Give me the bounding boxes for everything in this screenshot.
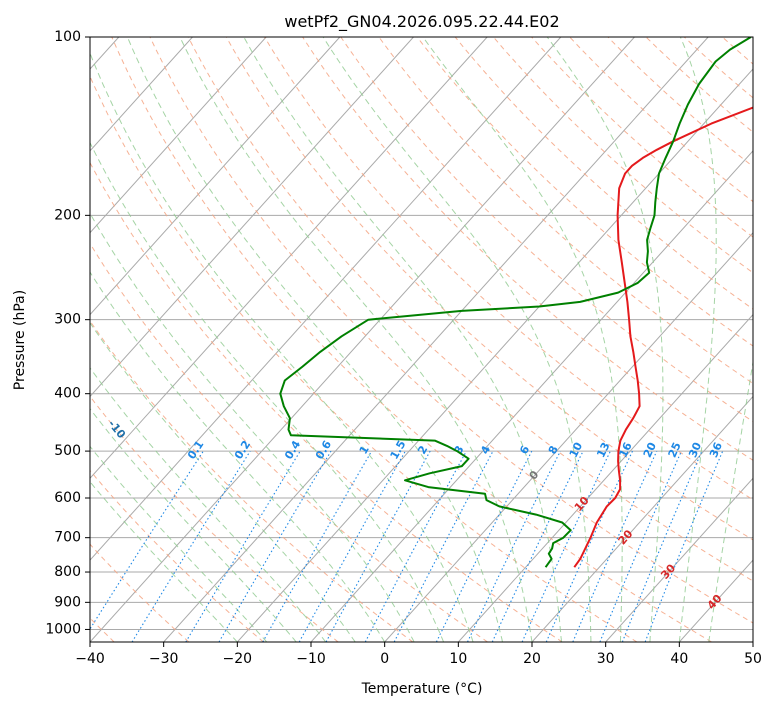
axes: −40 −30 −20 −10 0 10 20 30 40 50 100 200 300 400 500 60… bbox=[45, 29, 762, 667]
mixing-ratio-line bbox=[90, 450, 204, 630]
dry-adiabat-line bbox=[90, 242, 488, 642]
x-tick-label: 10 bbox=[449, 651, 467, 667]
moist-adiabat-line bbox=[322, 37, 592, 642]
mixing-ratio-line bbox=[599, 450, 682, 642]
moist-adiabat-line bbox=[708, 359, 753, 642]
moist-adiabat-line bbox=[90, 271, 386, 642]
temperature-profile-line bbox=[573, 106, 753, 568]
dry-adiabat-line bbox=[416, 37, 753, 347]
y-tick-label: 900 bbox=[54, 594, 81, 610]
moist-adiabat-line bbox=[90, 367, 327, 642]
mixing-ratio-label: 20 bbox=[641, 440, 659, 460]
x-tick-label: −40 bbox=[75, 651, 105, 667]
mixing-ratio-line bbox=[325, 450, 431, 642]
moist-adiabat-line bbox=[90, 212, 415, 642]
x-tick-label: −30 bbox=[149, 651, 179, 667]
isotherm-line bbox=[236, 68, 753, 642]
x-tick-label: 0 bbox=[380, 651, 389, 667]
mixing-ratio-label: 16 bbox=[617, 440, 635, 460]
isotherm-line bbox=[90, 37, 635, 642]
isotherm-line bbox=[90, 37, 193, 152]
y-tick-label: 100 bbox=[54, 29, 81, 45]
x-tick-label: −20 bbox=[223, 651, 253, 667]
dry-adiabat-line bbox=[90, 469, 264, 642]
mixing-ratio-label: 30 bbox=[686, 440, 704, 460]
y-tick-label: 400 bbox=[54, 386, 81, 402]
x-tick-label: 30 bbox=[597, 651, 615, 667]
background-lines bbox=[90, 37, 753, 642]
y-tick-label: 700 bbox=[54, 530, 81, 546]
dry-adiabat-line bbox=[90, 75, 638, 642]
moist-adiabat-line bbox=[90, 481, 238, 642]
isotherm-line bbox=[90, 37, 341, 316]
chart-title: wetPf2_GN04.2026.095.22.44.E02 bbox=[284, 12, 559, 32]
y-tick-label: 800 bbox=[54, 564, 81, 580]
moist-adiabat-line bbox=[546, 37, 664, 642]
mixing-ratio-line bbox=[298, 450, 406, 642]
mixing-ratio-label: 36 bbox=[707, 440, 725, 460]
dry-adiabat-line bbox=[149, 37, 753, 624]
isotherm-line bbox=[90, 37, 562, 561]
moist-adiabat-line bbox=[90, 445, 268, 642]
dewpoint-profile-line bbox=[279, 37, 752, 568]
x-tick-label: −10 bbox=[296, 651, 326, 667]
mixing-ratio-line bbox=[621, 450, 703, 642]
x-tick-label: 50 bbox=[744, 651, 762, 667]
mixing-ratio-label: 25 bbox=[666, 440, 684, 459]
plot-frame bbox=[89, 36, 754, 643]
moist-adiabat-line bbox=[678, 37, 717, 642]
isotherm-line bbox=[605, 477, 753, 642]
mixing-ratio-line bbox=[131, 450, 251, 642]
y-tick-label: 200 bbox=[54, 207, 81, 223]
x-axis-title: Temperature (°C) bbox=[361, 681, 483, 697]
y-tick-label: 600 bbox=[54, 490, 81, 506]
moist-adiabat-line bbox=[179, 37, 533, 642]
isotherm-line bbox=[90, 37, 414, 398]
isotherm-line bbox=[90, 37, 267, 234]
dry-adiabat-line bbox=[264, 37, 753, 501]
dry-adiabat-line bbox=[111, 37, 712, 642]
y-tick-label: 1000 bbox=[45, 621, 81, 637]
isotherm-line bbox=[90, 37, 488, 480]
moist-adiabat-line bbox=[90, 322, 356, 642]
moist-adiabat-line bbox=[90, 407, 297, 642]
y-axis-title: Pressure (hPa) bbox=[12, 290, 28, 390]
moist-adiabat-line bbox=[126, 37, 503, 642]
dry-adiabat-line bbox=[90, 161, 563, 642]
dry-adiabat-line bbox=[187, 37, 753, 582]
mixing-ratio-line bbox=[545, 450, 633, 642]
moist-adiabat-line bbox=[90, 51, 474, 642]
isotherm-line bbox=[384, 231, 753, 642]
isotherm-line bbox=[531, 395, 753, 642]
sounding-profiles bbox=[279, 37, 753, 568]
mixing-ratio-line bbox=[572, 450, 658, 642]
mixing-ratio-label: 13 bbox=[594, 440, 612, 459]
y-tick-label: 300 bbox=[54, 312, 81, 328]
dry-adiabat-line bbox=[302, 37, 753, 461]
x-tick-label: 20 bbox=[523, 651, 541, 667]
dry-adiabat-line bbox=[225, 37, 753, 541]
moist-adiabat-line bbox=[422, 37, 623, 642]
moist-adiabat-line bbox=[90, 141, 445, 642]
mixing-ratio-line bbox=[364, 450, 467, 642]
y-tick-label: 500 bbox=[54, 443, 81, 459]
mixing-ratio-line bbox=[435, 450, 533, 642]
moist-adiabat-line bbox=[243, 37, 562, 642]
mixing-ratio-label: 10 bbox=[567, 440, 586, 460]
mixing-ratio-line bbox=[644, 450, 724, 642]
x-tick-label: 40 bbox=[670, 651, 688, 667]
isotherm-line bbox=[163, 37, 709, 642]
